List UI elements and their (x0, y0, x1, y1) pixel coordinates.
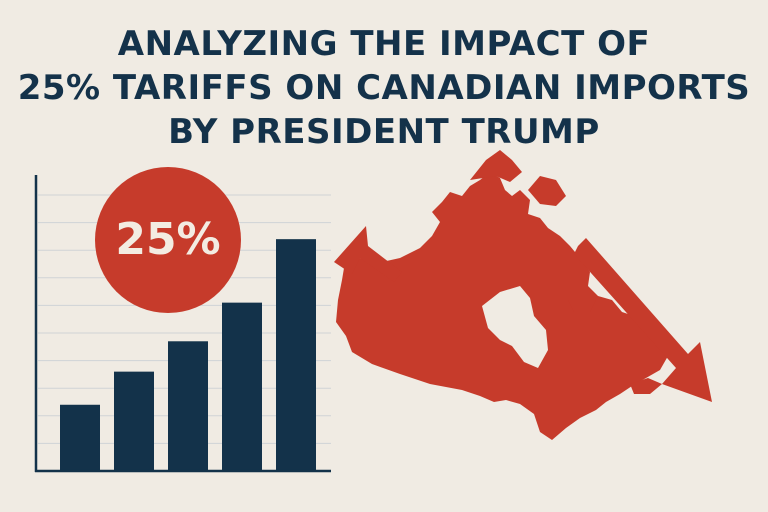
bar-5 (276, 239, 316, 471)
arrow-up-left-icon (334, 226, 402, 282)
bar-2 (114, 371, 154, 471)
headline-line-3: BY PRESIDENT TRUMP (168, 112, 600, 152)
bar-4 (222, 302, 262, 471)
headline-line-2: 25% TARIFFS ON CANADIAN IMPORTS (17, 68, 751, 108)
headline-line-1: ANALYZING THE IMPACT OF (117, 24, 651, 64)
hudson-bay-icon (482, 286, 548, 368)
percent-badge-label: 25% (115, 214, 221, 265)
bar-3 (168, 341, 208, 471)
arrow-down-right-icon (574, 238, 712, 402)
percent-badge (95, 167, 241, 313)
headline: ANALYZING THE IMPACT OF 25% TARIFFS ON C… (0, 22, 768, 154)
bar-1 (60, 404, 100, 471)
